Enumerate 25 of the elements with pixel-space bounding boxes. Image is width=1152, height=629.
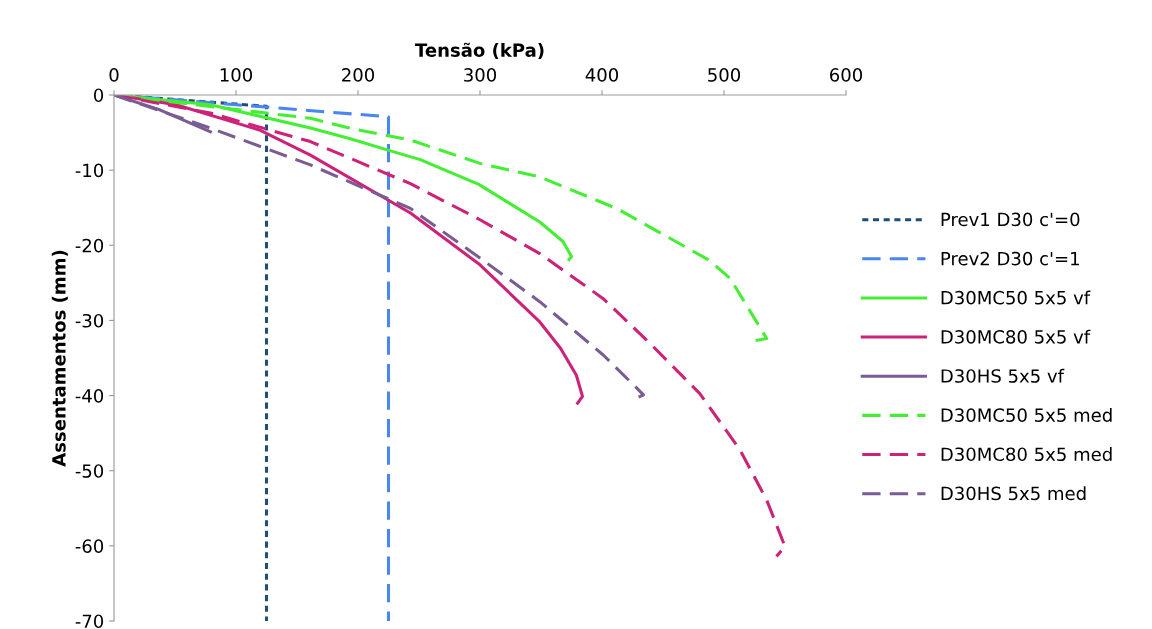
y-tick-label: 0 (93, 88, 104, 103)
y-tick-label: -30 (75, 313, 104, 328)
y-tick-label: -50 (75, 464, 104, 478)
y-axis-title: Assentamentos (mm) (51, 250, 68, 467)
x-tick-label: 500 (708, 68, 741, 82)
x-axis-title: Tensão (kPa) (415, 42, 544, 60)
x-tick-label: 200 (342, 68, 375, 82)
x-tick-label: 300 (464, 68, 497, 82)
x-tick-label: 100 (220, 68, 253, 82)
legend-label: Prev2 D30 c'=1 (941, 251, 1079, 266)
y-tick-label: -10 (75, 163, 104, 178)
legend-label: D30MC80 5x5 med (941, 447, 1112, 462)
y-tick-label: -70 (75, 614, 104, 629)
x-tick-label: 600 (830, 68, 863, 82)
y-tick-label: -20 (75, 238, 104, 253)
legend-label: D30MC50 5x5 med (941, 407, 1112, 422)
legend-label: D30HS 5x5 vf (941, 368, 1065, 383)
legend-label: D30MC50 5x5 vf (941, 290, 1091, 305)
legend-label: D30HS 5x5 med (941, 486, 1086, 501)
x-tick-label: 0 (109, 68, 119, 82)
x-tick-label: 400 (585, 68, 619, 82)
y-tick-label: -40 (75, 389, 104, 403)
legend-label: Prev1 D30 c'=0 (941, 212, 1080, 227)
legend-label: D30MC80 5x5 vf (941, 329, 1091, 344)
y-tick-label: -60 (75, 539, 104, 553)
